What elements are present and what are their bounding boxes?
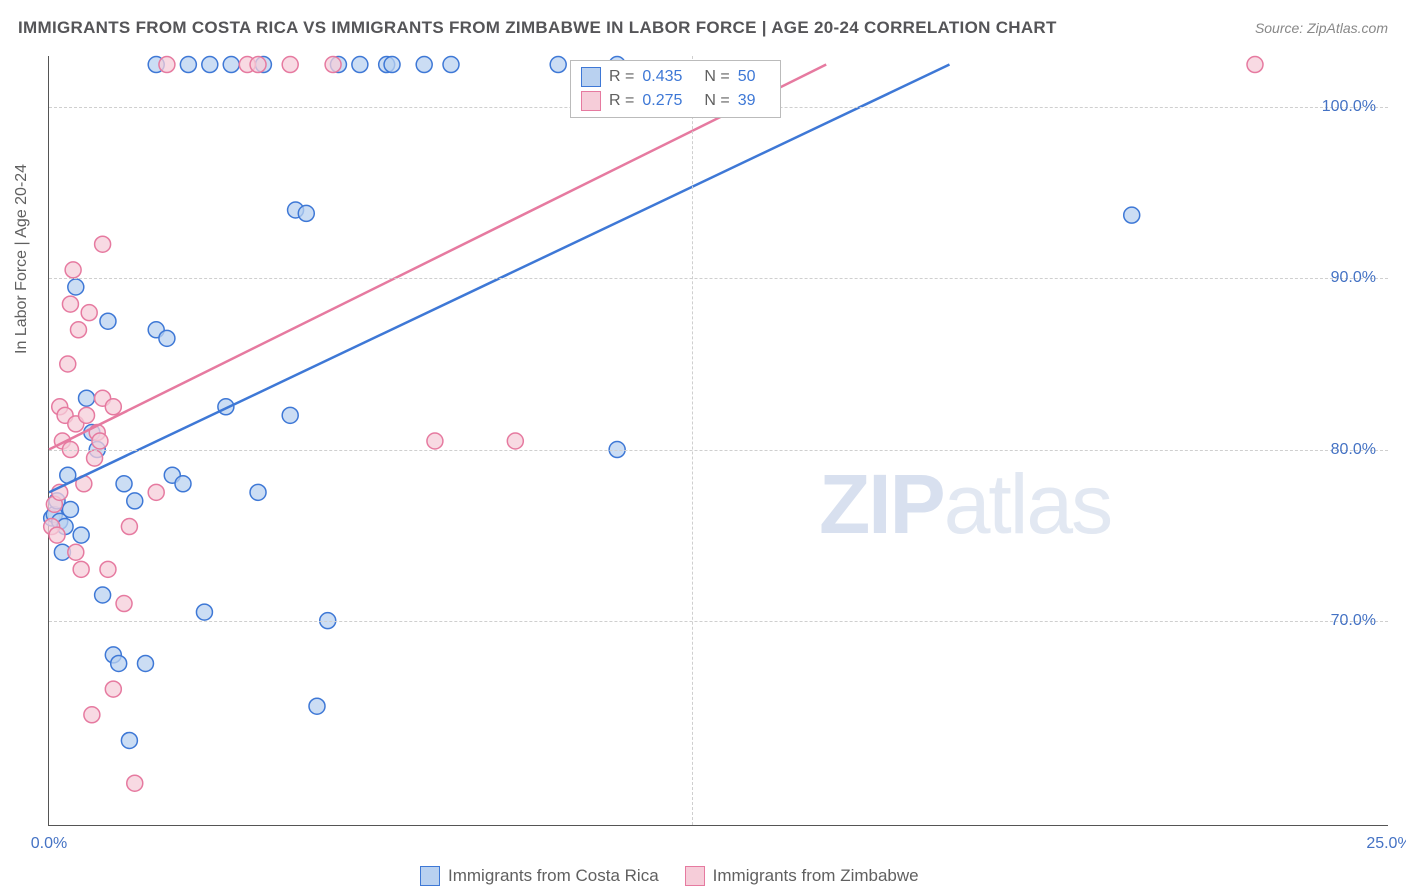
data-point [443, 57, 459, 73]
data-point [159, 330, 175, 346]
y-tick-label: 100.0% [1322, 98, 1376, 116]
n-label: N = [704, 92, 729, 110]
data-point [416, 57, 432, 73]
data-point [352, 57, 368, 73]
y-tick-label: 70.0% [1331, 612, 1376, 630]
data-point [100, 313, 116, 329]
y-tick-label: 80.0% [1331, 441, 1376, 459]
data-point [1124, 207, 1140, 223]
data-point [81, 305, 97, 321]
legend-item-costa-rica: Immigrants from Costa Rica [420, 866, 659, 886]
data-point [60, 356, 76, 372]
plot-area: ZIPatlas 70.0%80.0%90.0%100.0%0.0%25.0% [48, 56, 1388, 826]
data-point [137, 655, 153, 671]
data-point [92, 433, 108, 449]
data-point [325, 57, 341, 73]
n-value-costa-rica: 50 [738, 68, 756, 86]
data-point [68, 544, 84, 560]
chart-title: IMMIGRANTS FROM COSTA RICA VS IMMIGRANTS… [18, 18, 1057, 38]
data-point [121, 732, 137, 748]
data-point [95, 236, 111, 252]
data-point [196, 604, 212, 620]
data-point [309, 698, 325, 714]
series-legend: Immigrants from Costa Rica Immigrants fr… [420, 866, 919, 886]
data-point [427, 433, 443, 449]
data-point [250, 484, 266, 500]
data-point [1247, 57, 1263, 73]
legend-item-zimbabwe: Immigrants from Zimbabwe [685, 866, 919, 886]
data-point [250, 57, 266, 73]
trend-line [49, 65, 826, 450]
data-point [84, 707, 100, 723]
x-tick-label: 25.0% [1366, 835, 1406, 853]
data-point [384, 57, 400, 73]
swatch-zimbabwe [581, 91, 601, 111]
n-label: N = [704, 68, 729, 86]
chart-svg [49, 56, 1388, 825]
r-label: R = [609, 68, 634, 86]
y-axis-title: In Labor Force | Age 20-24 [13, 164, 31, 354]
data-point [116, 596, 132, 612]
data-point [507, 433, 523, 449]
data-point [111, 655, 127, 671]
n-value-zimbabwe: 39 [738, 92, 756, 110]
data-point [62, 296, 78, 312]
source-label: Source: ZipAtlas.com [1255, 20, 1388, 36]
correlation-legend: R = 0.435 N = 50 R = 0.275 N = 39 [570, 60, 781, 118]
legend-row-zimbabwe: R = 0.275 N = 39 [581, 89, 770, 113]
legend-row-costa-rica: R = 0.435 N = 50 [581, 65, 770, 89]
data-point [105, 681, 121, 697]
data-point [298, 205, 314, 221]
data-point [100, 561, 116, 577]
y-tick-label: 90.0% [1331, 269, 1376, 287]
data-point [282, 57, 298, 73]
data-point [180, 57, 196, 73]
data-point [282, 407, 298, 423]
data-point [49, 527, 65, 543]
data-point [223, 57, 239, 73]
r-label: R = [609, 92, 634, 110]
data-point [550, 57, 566, 73]
data-point [79, 390, 95, 406]
data-point [73, 561, 89, 577]
r-value-zimbabwe: 0.275 [642, 92, 682, 110]
data-point [105, 399, 121, 415]
data-point [127, 493, 143, 509]
series-label: Immigrants from Zimbabwe [713, 866, 919, 886]
x-tick-label: 0.0% [31, 835, 67, 853]
swatch-costa-rica [420, 866, 440, 886]
r-value-costa-rica: 0.435 [642, 68, 682, 86]
data-point [127, 775, 143, 791]
data-point [148, 484, 164, 500]
data-point [95, 587, 111, 603]
data-point [116, 476, 132, 492]
data-point [70, 322, 86, 338]
data-point [68, 279, 84, 295]
data-point [175, 476, 191, 492]
data-point [202, 57, 218, 73]
data-point [73, 527, 89, 543]
series-label: Immigrants from Costa Rica [448, 866, 659, 886]
swatch-zimbabwe [685, 866, 705, 886]
data-point [65, 262, 81, 278]
swatch-costa-rica [581, 67, 601, 87]
data-point [159, 57, 175, 73]
data-point [62, 501, 78, 517]
data-point [121, 519, 137, 535]
data-point [87, 450, 103, 466]
data-point [79, 407, 95, 423]
